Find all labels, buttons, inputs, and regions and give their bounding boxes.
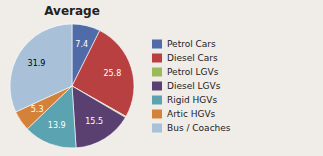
legend-swatch <box>152 110 162 119</box>
legend-entry: Bus / Coaches <box>167 123 231 133</box>
data-label: 31.9 <box>28 59 46 68</box>
legend-swatch <box>152 124 162 133</box>
legend-entry: Petrol Cars <box>167 39 216 49</box>
data-label: 5.3 <box>31 105 44 114</box>
slice <box>72 86 125 148</box>
legend-entry: Diesel Cars <box>167 53 218 63</box>
legend: Petrol Cars Diesel Cars Petrol LGVs Diesel … <box>152 39 231 133</box>
legend-swatch <box>152 96 162 105</box>
data-label: 15.5 <box>85 117 103 126</box>
chart: Average 7.4 25.8 15.5 13.9 5.3 31.9 Petrol Cars… <box>0 0 323 156</box>
background <box>0 0 323 156</box>
title: Average <box>44 4 100 18</box>
data-labels: 7.4 25.8 15.5 13.9 5.3 31.9 <box>28 40 122 129</box>
legend-swatch <box>152 82 162 91</box>
legend-entry: Diesel LGVs <box>167 81 221 91</box>
legend-swatch <box>152 40 162 49</box>
data-label: 25.8 <box>103 69 121 78</box>
legend-swatch <box>152 68 162 77</box>
legend-entry: Artic HGVs <box>167 109 216 119</box>
slices <box>10 24 134 148</box>
legend-entry: Rigid HGVs <box>167 95 217 105</box>
data-label: 7.4 <box>75 40 88 49</box>
data-label: 13.9 <box>48 121 66 130</box>
legend-entry: Petrol LGVs <box>167 67 219 77</box>
slice <box>10 24 72 112</box>
legend-swatch <box>152 54 162 63</box>
